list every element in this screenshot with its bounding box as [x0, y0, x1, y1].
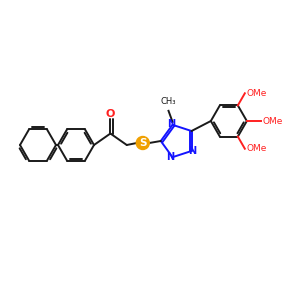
- Text: OMe: OMe: [247, 144, 267, 153]
- Text: N: N: [167, 119, 175, 129]
- Text: CH₃: CH₃: [161, 97, 176, 106]
- Text: N: N: [188, 146, 196, 156]
- Text: OMe: OMe: [263, 116, 283, 125]
- Circle shape: [136, 136, 149, 149]
- Text: N: N: [167, 152, 175, 162]
- Text: O: O: [106, 109, 115, 118]
- Text: S: S: [139, 138, 146, 148]
- Text: OMe: OMe: [247, 89, 267, 98]
